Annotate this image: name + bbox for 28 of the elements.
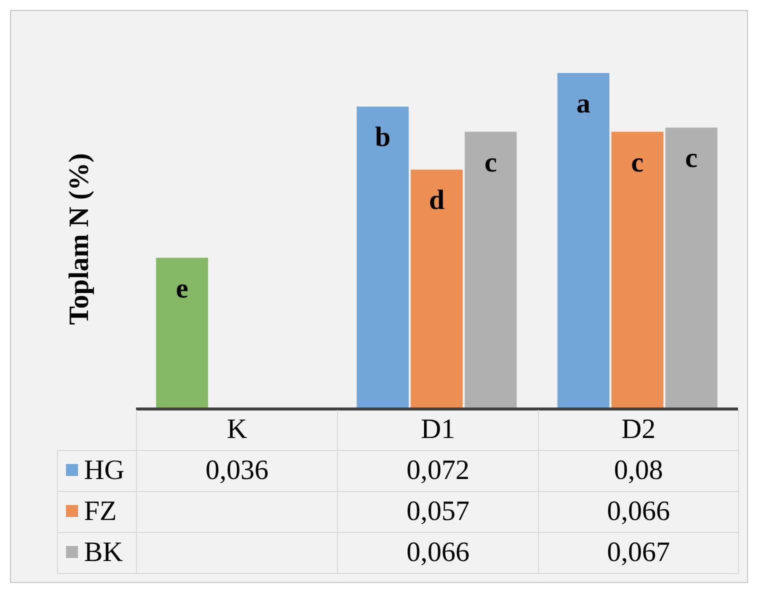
data-label: 0,066 bbox=[338, 532, 538, 573]
bar bbox=[557, 73, 610, 409]
annotation: b bbox=[374, 122, 391, 154]
bar bbox=[156, 258, 208, 409]
data-label: 0,08 bbox=[538, 450, 738, 491]
legend-label: FZ bbox=[84, 496, 117, 526]
bar bbox=[356, 106, 409, 409]
x-tick-label: D2 bbox=[621, 414, 656, 445]
bar bbox=[410, 170, 463, 409]
annotation: c bbox=[484, 147, 497, 178]
data-label: 0,067 bbox=[538, 532, 738, 573]
bar bbox=[665, 128, 718, 409]
x-tick-label: K bbox=[226, 414, 248, 445]
legend-label: HG bbox=[84, 454, 124, 486]
annotation: a bbox=[576, 88, 590, 120]
annotation: e bbox=[176, 273, 188, 304]
y-axis-title: Toplam N (%) bbox=[64, 153, 95, 325]
x-tick-label: D1 bbox=[420, 414, 456, 445]
bar bbox=[464, 132, 517, 409]
data-label: 0,072 bbox=[338, 450, 538, 491]
data-label: 0,066 bbox=[538, 491, 738, 532]
annotation: c bbox=[685, 143, 698, 174]
data-label: 0,036 bbox=[136, 450, 338, 491]
bar bbox=[611, 132, 664, 409]
annotation: c bbox=[631, 147, 644, 178]
legend-label: BK bbox=[84, 536, 123, 568]
annotation: d bbox=[428, 185, 445, 216]
data-label: 0,057 bbox=[338, 491, 538, 532]
